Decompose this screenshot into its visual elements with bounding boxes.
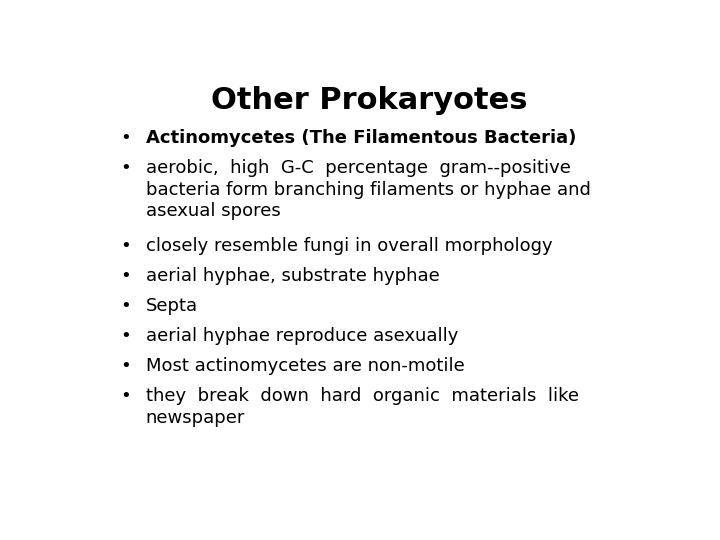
Text: Most actinomycetes are non-motile: Most actinomycetes are non-motile [145, 357, 464, 375]
Text: •: • [121, 297, 132, 315]
Text: •: • [121, 357, 132, 375]
Text: Septa: Septa [145, 297, 198, 315]
Text: •: • [121, 129, 132, 147]
Text: Actinomycetes (The Filamentous Bacteria): Actinomycetes (The Filamentous Bacteria) [145, 129, 576, 147]
Text: aerial hyphae reproduce asexually: aerial hyphae reproduce asexually [145, 327, 458, 345]
Text: closely resemble fungi in overall morphology: closely resemble fungi in overall morpho… [145, 238, 552, 255]
Text: •: • [121, 387, 132, 405]
Text: aerobic,  high  G-C  percentage  gram--positive
bacteria form branching filament: aerobic, high G-C percentage gram--posit… [145, 159, 590, 220]
Text: •: • [121, 159, 132, 177]
Text: •: • [121, 267, 132, 285]
Text: •: • [121, 238, 132, 255]
Text: •: • [121, 327, 132, 345]
Text: Other Prokaryotes: Other Prokaryotes [211, 85, 527, 114]
Text: they  break  down  hard  organic  materials  like
newspaper: they break down hard organic materials l… [145, 387, 579, 427]
Text: aerial hyphae, substrate hyphae: aerial hyphae, substrate hyphae [145, 267, 439, 285]
